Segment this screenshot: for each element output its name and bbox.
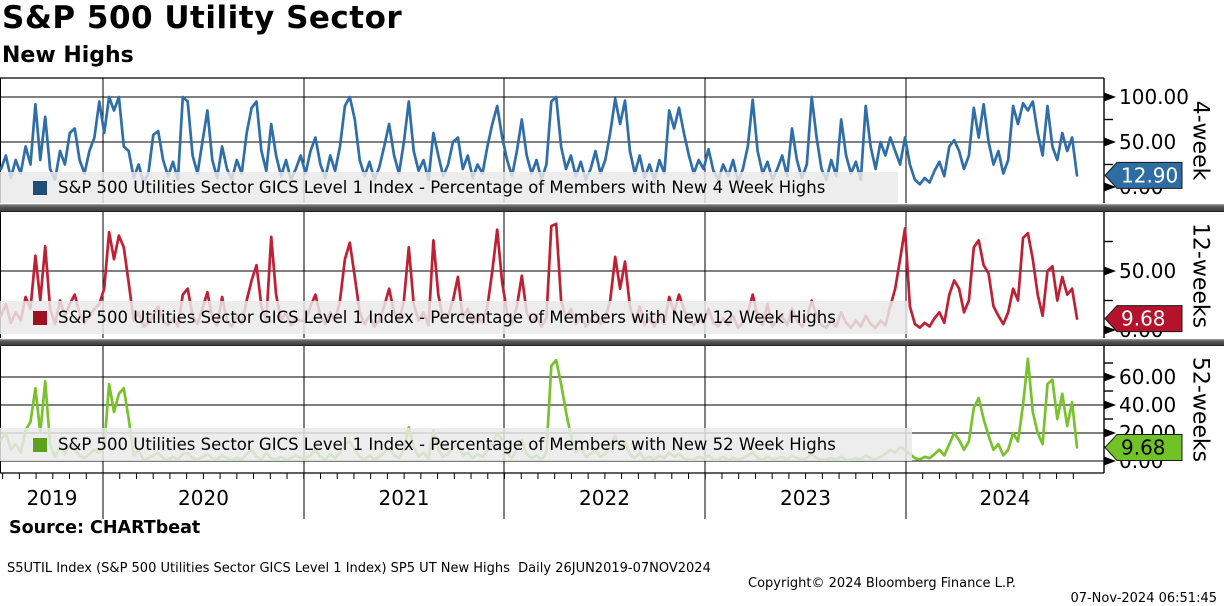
axis-tick-arrow-icon [1104,428,1116,438]
source-line: Source: CHARTbeat [9,518,201,538]
year-label: 2020 [178,486,229,510]
page-subtitle: New Highs [2,43,134,68]
last-value-label-new-4-week-highs: 12.90 [1121,163,1178,187]
legend-52-week: S&P 500 Utilities Sector GICS Level 1 In… [0,428,912,461]
year-label: 2021 [379,486,430,510]
last-value-badge-new-4-week-highs [1104,161,1183,189]
footer-timestamp: 07-Nov-2024 06:51:45 [1070,591,1217,606]
legend-swatch-icon [33,310,47,325]
legend-swatch-icon [33,437,47,452]
series-line-new-4-week-highs [0,95,1079,186]
axis-tick-label: 50.00 [1119,130,1176,154]
panel-separator-bar [0,339,1224,346]
panel-axis-label-12-weeks: 12-weeks [1187,222,1213,329]
year-label: 2019 [27,486,78,510]
axis-tick-label: 40.00 [1119,393,1176,417]
axis-tick-arrow-icon [1104,182,1116,192]
year-label: 2022 [579,486,630,510]
panel-separator-bar [0,204,1224,212]
axis-tick-arrow-icon [1104,456,1116,466]
legend-label-4-week: S&P 500 Utilities Sector GICS Level 1 In… [58,178,826,197]
year-label: 2024 [980,486,1031,510]
last-value-label-new-52-week-highs: 9.68 [1121,435,1166,459]
panel-axis-label-4-week: 4-week [1187,100,1213,181]
axis-tick-label: 60.00 [1119,365,1176,389]
axis-tick-arrow-icon [1104,92,1116,102]
legend-label-52-week: S&P 500 Utilities Sector GICS Level 1 In… [58,435,836,454]
axis-tick-arrow-icon [1104,325,1116,335]
panel-axis-label-52-weeks: 52-weeks [1187,356,1213,463]
axis-tick-arrow-icon [1104,400,1116,410]
page-title: S&P 500 Utility Sector [2,0,403,36]
axis-tick-arrow-icon [1104,266,1116,276]
footer-bar: S5UTIL Index (S&P 500 Utilities Sector G… [0,546,1224,606]
axis-tick-arrow-icon [1104,372,1116,382]
last-value-label-new-12-week-highs: 9.68 [1121,307,1166,331]
footer-ticker-info: S5UTIL Index (S&P 500 Utilities Sector G… [7,561,711,576]
axis-tick-label: 50.00 [1119,259,1176,283]
chart-plot-area: 0.0050.00100.000.0050.000.0020.0040.0060… [0,77,1189,519]
legend-4-week: S&P 500 Utilities Sector GICS Level 1 In… [0,172,898,203]
footer-copyright: Copyright© 2024 Bloomberg Finance L.P. [748,576,1016,591]
last-value-badge-new-52-week-highs [1104,433,1183,461]
legend-12-week: S&P 500 Utilities Sector GICS Level 1 In… [0,301,908,334]
legend-swatch-icon [33,180,47,195]
year-label: 2023 [780,486,831,510]
axis-tick-arrow-icon [1104,137,1116,147]
last-value-badge-new-12-week-highs [1104,305,1183,333]
axis-tick-label: 100.00 [1119,85,1189,109]
legend-label-12-week: S&P 500 Utilities Sector GICS Level 1 In… [58,308,836,327]
